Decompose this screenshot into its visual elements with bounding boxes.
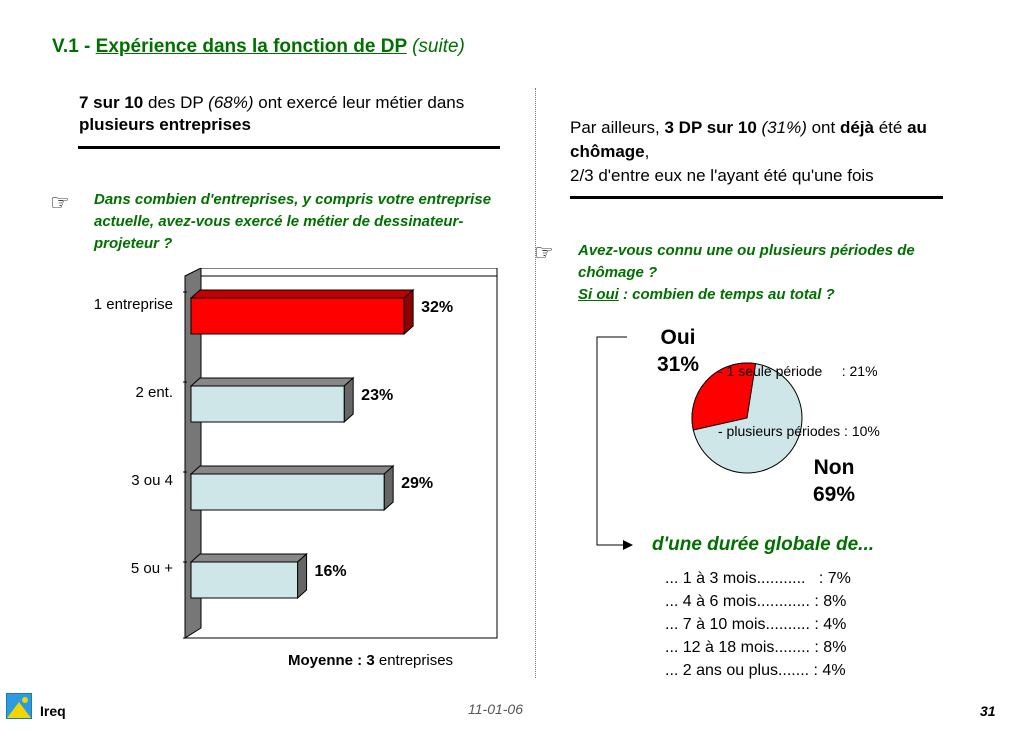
bar-chart: 32% 1 entreprise 23% 2 ent. 29% 3 ou 4 16% 5 ou… [94,268,498,639]
bar [190,297,405,335]
duree-row: ... 12 à 18 mois........ : 8% [665,639,847,656]
right-header-b2: déjà [839,118,874,137]
footer-brand: Ireq [40,703,66,719]
moyenne-text: Moyenne : 3 entreprises [288,652,453,669]
right-question: Avez-vous connu une ou plusieurs période… [578,240,968,306]
left-header-bold2: plusieurs entreprises [79,115,251,134]
ireq-logo-icon [5,692,33,720]
right-header-t3: été [873,118,908,137]
page-title: V.1 - Expérience dans la fonction de DP … [52,36,465,58]
arrow-head-icon [623,540,633,550]
duree-title: d'une durée globale de... [652,534,874,555]
footer-page: 31 [980,703,996,719]
pie-detail-1: - 1 seule période : 21% [718,363,878,379]
column-divider [535,88,536,678]
right-header-t1: Par ailleurs, [570,118,665,137]
title-suffix: (suite) [412,36,465,57]
pie-details: - 1 seule période : 21% - plusieurs péri… [718,321,880,461]
left-header-bold1: 7 sur 10 [79,93,144,112]
non-pct: 69% [812,483,856,506]
oui-label: Oui [660,326,696,349]
bar-top [189,553,308,563]
bar-value-label: 23% [361,387,393,404]
bar [190,385,345,423]
pointing-hand-icon-2: ☞ [534,240,554,265]
left-header-it1: (68%) [208,93,254,112]
bar-side [383,464,394,512]
oui-pct: 31% [656,353,700,376]
right-header: Par ailleurs, 3 DP sur 10 (31%) ont déjà… [570,116,950,188]
bar-top [189,377,355,387]
right-question-line1: Avez-vous connu une ou plusieurs période… [578,242,915,281]
right-header-line2: 2/3 d'entre eux ne l'ayant été qu'une fo… [570,166,874,185]
duree-row: ... 1 à 3 mois........... : 7% [665,570,851,587]
bar-value-label: 16% [315,563,347,580]
pie-chart [596,336,803,550]
bar [190,561,299,599]
category-label: 3 ou 4 [131,472,173,489]
bar-value-label: 32% [421,299,453,316]
duree-row: ... 4 à 6 mois............ : 8% [665,593,847,610]
pie-slice-oui [691,362,757,431]
left-header-rule [78,146,500,149]
right-header-t2: ont [806,118,840,137]
bar-top [189,465,395,475]
category-label: 5 ou + [131,560,173,577]
bar-side [343,376,354,424]
bracket-line [596,336,627,546]
left-question: Dans combien d'entreprises, y compris vo… [94,191,492,252]
left-header-t1: des DP [143,93,209,112]
right-header-b3: au chômage [570,118,927,161]
duree-list: ... 1 à 3 mois........... : 7% ... 4 à 6 … [665,567,851,682]
title-main: Expérience dans la fonction de DP [95,36,407,57]
bar-value-label: 29% [401,475,433,492]
category-label: 1 entreprise [94,296,173,313]
bar [190,473,385,511]
right-header-t4: , [644,142,650,161]
category-label: 2 ent. [135,384,173,401]
title-prefix: V.1 - [52,36,96,57]
left-header: 7 sur 10 des DP (68%) ont exercé leur mé… [79,92,519,136]
moyenne-rest: entreprises [374,652,454,669]
pie-non-label: Non 69% [794,454,874,508]
moyenne-bold: Moyenne : 3 [288,652,375,669]
pie-oui-label: Oui 31% [640,324,716,378]
pointing-hand-icon: ☞ [50,190,70,215]
duree-row: ... 2 ans ou plus....... : 4% [665,662,846,679]
right-header-b1: 3 DP sur 10 [664,118,757,137]
non-label: Non [813,456,855,479]
right-question-si: Si oui [578,286,619,303]
bar-side [297,552,308,600]
duree-row: ... 7 à 10 mois.......... : 4% [665,616,847,633]
bar-top [189,289,415,299]
pie-detail-2: - plusieurs périodes : 10% [718,423,880,439]
footer-date: 11-01-06 [468,701,524,717]
right-question-line2: : combien de temps au total ? [618,286,835,303]
left-header-t2: ont exercé leur métier dans [253,93,465,112]
bar-side [403,288,414,336]
right-header-it1: (31%) [756,118,807,137]
chart-wall [184,268,202,639]
right-header-rule [570,196,943,199]
